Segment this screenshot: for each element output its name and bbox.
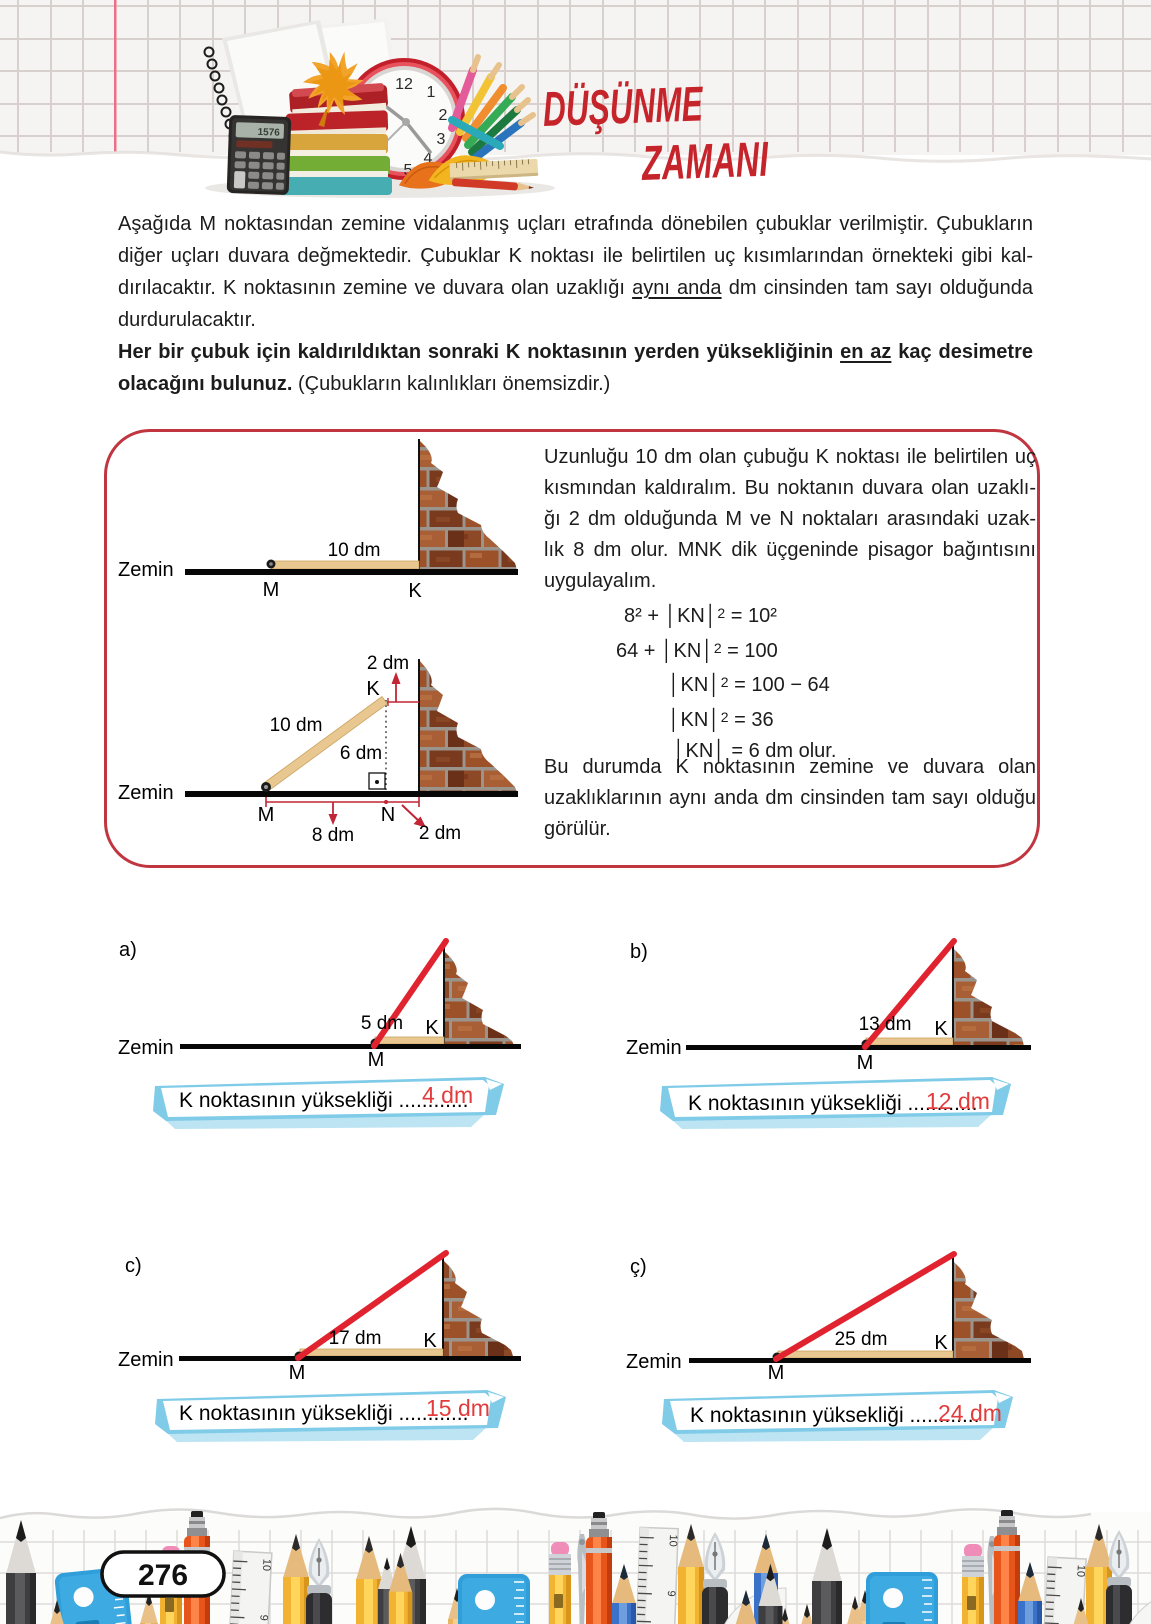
svg-text:10 dm: 10 dm [328, 540, 381, 561]
svg-text:Zemin: Zemin [118, 1349, 174, 1371]
svg-text:4 dm: 4 dm [422, 1082, 473, 1108]
svg-text:3: 3 [437, 131, 446, 148]
svg-text:ç): ç) [630, 1256, 647, 1278]
svg-text:b): b) [630, 941, 648, 963]
svg-text:K: K [408, 580, 422, 602]
svg-text:K: K [425, 1017, 439, 1039]
svg-text:10 dm: 10 dm [270, 715, 323, 736]
svg-text:K noktasının yüksekliği ......: K noktasının yüksekliği ............ [688, 1092, 977, 1115]
svg-text:1: 1 [427, 84, 436, 101]
svg-text:6 dm: 6 dm [340, 743, 382, 764]
svg-text:K: K [934, 1332, 948, 1354]
svg-text:17 dm: 17 dm [329, 1328, 382, 1349]
svg-text:K: K [423, 1330, 437, 1352]
svg-text:Zemin: Zemin [626, 1037, 682, 1059]
svg-text:5: 5 [404, 162, 413, 179]
svg-text:M: M [368, 1049, 385, 1071]
svg-text:K noktasının yüksekliği ......: K noktasının yüksekliği ............ [179, 1402, 468, 1425]
svg-text:Zemin: Zemin [626, 1351, 682, 1373]
svg-text:a): a) [119, 939, 137, 961]
svg-text:1576: 1576 [257, 127, 280, 139]
svg-text:Zemin: Zemin [118, 782, 174, 804]
svg-text:M: M [258, 804, 275, 826]
svg-text:M: M [263, 579, 280, 601]
svg-text:5 dm: 5 dm [361, 1013, 403, 1034]
svg-text:Zemin: Zemin [118, 1037, 174, 1059]
svg-text:15 dm: 15 dm [426, 1395, 490, 1421]
svg-text:25 dm: 25 dm [835, 1329, 888, 1350]
svg-text:8 dm: 8 dm [312, 825, 354, 846]
svg-text:24 dm: 24 dm [938, 1400, 1002, 1426]
svg-text:K noktasının yüksekliği ......: K noktasının yüksekliği ............ [690, 1404, 979, 1427]
svg-text:M: M [768, 1362, 785, 1384]
svg-text:K: K [366, 678, 380, 700]
svg-text:N: N [381, 804, 395, 826]
svg-text:M: M [289, 1362, 306, 1384]
svg-text:M: M [857, 1052, 874, 1074]
svg-text:K: K [934, 1018, 948, 1040]
svg-text:12 dm: 12 dm [926, 1088, 990, 1114]
svg-text:2: 2 [439, 107, 448, 124]
svg-text:K noktasının yüksekliği ......: K noktasının yüksekliği ............ [179, 1089, 468, 1112]
svg-text:2 dm: 2 dm [419, 823, 461, 844]
svg-text:c): c) [125, 1255, 142, 1277]
svg-text:276: 276 [138, 1559, 188, 1592]
svg-text:Zemin: Zemin [118, 559, 174, 581]
svg-text:2 dm: 2 dm [367, 653, 409, 674]
svg-text:12: 12 [395, 76, 413, 93]
svg-text:13 dm: 13 dm [859, 1014, 912, 1035]
svg-text:4: 4 [424, 150, 433, 167]
